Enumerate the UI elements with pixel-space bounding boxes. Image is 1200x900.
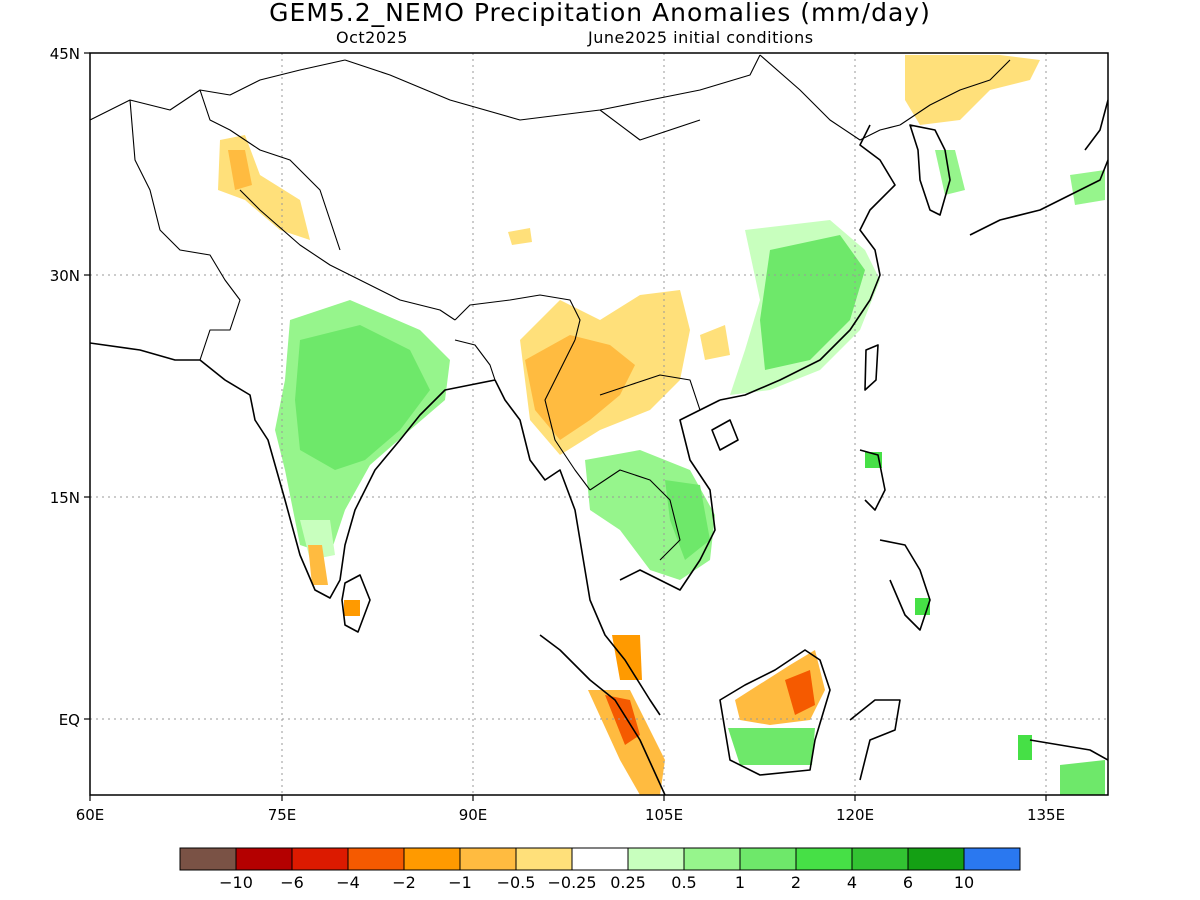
anomaly-srilanka-dry [344,600,360,616]
colorbar: −10 −6 −4 −2 −1 −0.5 −0.25 0.25 0.5 1 2 4 6 10 [179,847,1021,892]
map-title: GEM5.2_NEMO Precipitation Anomalies (mm/… [269,0,931,27]
colorbar-label: 0.25 [610,873,646,892]
lon-label-120e: 120E [836,806,874,824]
lon-label-75e: 75E [268,806,297,824]
lon-label-60e: 60E [76,806,105,824]
anomaly-sumatra-dry-core [605,695,640,745]
colorbar-label: 10 [954,873,974,892]
anomaly-borneo-dry-core [785,670,815,715]
anomaly-shading [218,55,1105,795]
colorbar-label: 2 [791,873,801,892]
colorbar-swatch [963,847,1021,871]
anomaly-indochina-wet-core [665,480,710,560]
anomaly-myanmar-dry-core [525,335,635,440]
lat-label-45n: 45N [50,45,80,63]
anomaly-yunnan-dry [700,325,730,360]
anomaly-borneo-wet [728,728,815,765]
colorbar-swatch [347,847,405,871]
colorbar-swatch [571,847,629,871]
colorbar-label: −2 [392,873,416,892]
map-gridlines [90,53,1108,795]
axis-ticks [84,52,1047,801]
colorbar-swatch [515,847,573,871]
colorbar-swatch [235,847,293,871]
colorbar-label: −0.5 [497,873,536,892]
colorbar-swatch [291,847,349,871]
colorbar-swatch [851,847,909,871]
colorbar-swatch [627,847,685,871]
colorbar-label: 4 [847,873,857,892]
lat-label-30n: 30N [50,267,80,285]
lon-label-90e: 90E [459,806,488,824]
lat-label-eq: EQ [59,711,80,729]
anomaly-korea-wet [935,150,965,195]
map-frame [89,52,1109,796]
colorbar-label: 6 [903,873,913,892]
anomaly-malaysia-dry [612,635,642,680]
colorbar-swatch [907,847,965,871]
colorbar-swatch [739,847,797,871]
lat-label-15n: 15N [50,489,80,507]
anomaly-sw-india-dry [308,545,328,585]
anomaly-tibet-dry [508,228,532,245]
colorbar-label: −10 [219,873,253,892]
anomaly-sulawesi-wet [1018,735,1032,760]
colorbar-swatch [179,847,237,871]
colorbar-swatch [795,847,853,871]
anomaly-kashmir-dry-core [228,150,252,190]
valid-month-label: Oct2025 [336,28,408,47]
anomaly-india-wet-core [295,325,430,470]
anomaly-newguinea-wet [1060,760,1105,795]
anomaly-north-china-dry [905,55,1040,125]
anomaly-japan-wet [1070,170,1105,205]
colorbar-label: −4 [336,873,360,892]
colorbar-label: 0.5 [671,873,696,892]
coastlines [90,99,1108,795]
lon-label-105e: 105E [645,806,683,824]
lon-label-135e: 135E [1027,806,1065,824]
colorbar-label: −0.25 [547,873,596,892]
colorbar-swatch [403,847,461,871]
colorbar-label: −1 [448,873,472,892]
colorbar-label: −6 [280,873,304,892]
initial-conditions-label: June2025 initial conditions [588,28,814,47]
country-borders [90,54,1011,561]
anomaly-south-china-wet-core [760,235,865,370]
colorbar-label: 1 [735,873,745,892]
colorbar-swatch [459,847,517,871]
colorbar-swatch [683,847,741,871]
